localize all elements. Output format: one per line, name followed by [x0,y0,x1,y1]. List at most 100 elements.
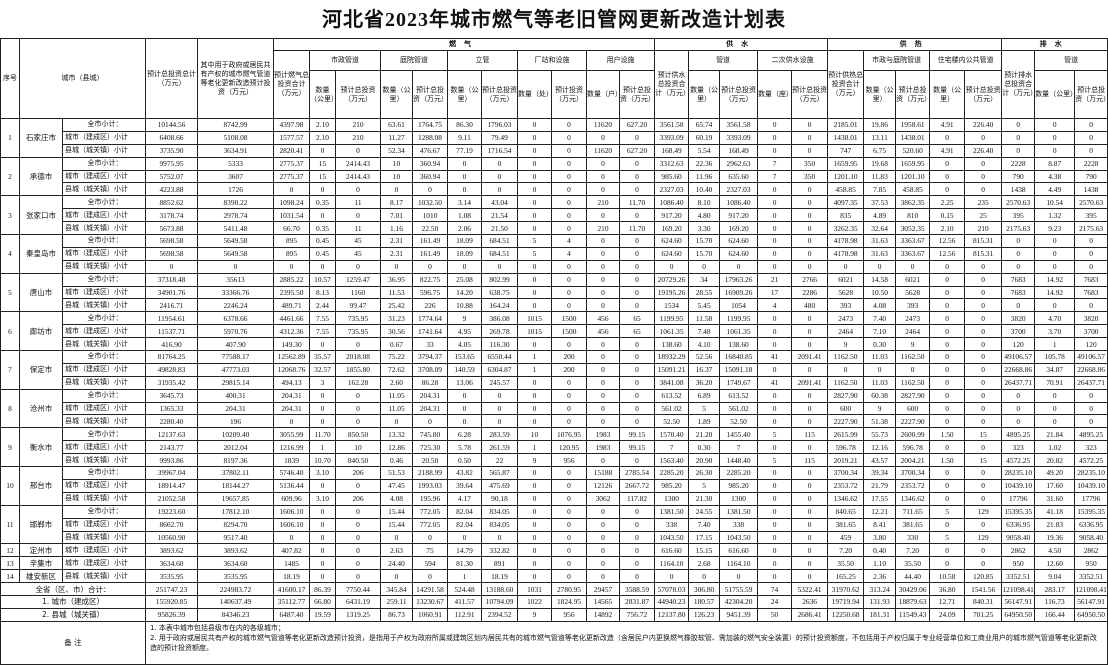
row-label: 城市（建成区）小计 [62,517,146,532]
value-cell: 30.56 [380,324,413,339]
value-cell: 2185.01 [827,118,865,132]
value-cell: 0 [929,337,966,352]
value-cell: 684.51 [481,234,518,248]
value-cell: 1160 [335,285,381,300]
value-cell: 3700 [1074,324,1108,339]
value-cell: 0 [1074,246,1108,261]
value-cell: 6021 [827,272,865,287]
value-cell: 34 [688,272,721,287]
value-cell: 0 [618,530,656,545]
value-cell: 0 [757,556,793,571]
value-cell: 0 [517,388,552,403]
row-number: 3 [0,195,20,236]
header-leaf: 预计总投资（万元） [618,70,656,119]
value-cell: 15395.35 [1074,504,1108,519]
value-cell: 9 [895,337,931,352]
value-cell: 2286 [791,285,829,300]
value-cell: 0 [481,169,518,184]
value-cell: 635.60 [719,169,759,184]
value-cell: 1043.50 [719,530,759,545]
value-cell: 1054 [719,298,759,313]
value-cell: 90.18 [481,491,518,506]
value-cell: 1346.62 [827,491,865,506]
value-cell: 22 [481,453,518,468]
value-cell: 1216.99 [273,440,310,455]
value-cell: 15 [964,427,1003,442]
value-cell: 1010 [412,208,448,223]
value-cell: 3735.90 [145,143,198,158]
value-cell: 0 [335,517,381,532]
value-cell: 0 [791,337,829,352]
table-row: 城市（建成区）小计 5752.07 3607 2775.37 15 2414.43 10 36… [1,169,1108,184]
value-cell: 0 [586,169,620,184]
value-cell: 0 [964,350,1003,364]
value-cell: 0 [586,517,620,532]
value-cell: 9.11 [447,130,482,145]
value-cell: 0 [1074,259,1108,274]
value-cell: 0 [380,259,413,274]
value-cell: 2414.43 [335,156,381,171]
total-row: 1. 城市（建成区） 155920.85 140637.49 35112.77 66.8… [0,594,1108,609]
header-leaf: 数量（座） [757,70,793,119]
value-cell: 0 [551,478,587,493]
value-cell: 25 [964,208,1003,223]
value-cell: 1958.61 [895,118,931,132]
value-cell: 0 [551,337,587,352]
value-cell: 3588.59 [618,582,656,596]
value-cell: 0 [757,337,793,352]
value-cell: 735.95 [335,311,381,326]
value-cell: 204.31 [273,388,310,403]
value-cell: 1162.50 [827,375,865,390]
total-row: 全省（区、市）合计： 251747.23 224983.72 41600.17 86.3… [0,582,1108,596]
value-cell: 11.70 [618,221,656,236]
value-cell: 0 [481,156,518,171]
value-cell: 45 [335,246,381,261]
value-cell: 1485 [273,556,310,571]
value-cell: 7.20 [827,543,865,558]
row-number: 7 [0,350,20,390]
value-cell: 3.80 [863,530,897,545]
value-cell: 0 [1001,246,1036,261]
value-cell: 6021 [895,272,931,287]
value-cell: 350 [791,169,829,184]
value-cell: 0 [517,195,552,210]
value-cell: 8852.62 [145,195,198,210]
value-cell: 4.91 [929,118,966,132]
value-cell: 17796 [1074,491,1108,506]
value-cell: 1022 [517,594,552,609]
value-cell: 5.54 [688,143,721,158]
value-cell: 0 [1074,143,1108,158]
value-cell: 0 [517,285,552,300]
value-cell: 75 [412,543,448,558]
value-cell: 616.60 [719,543,759,558]
value-cell: 204.31 [412,388,448,403]
header-heat-sub: 市政与庭院管道 [863,50,931,71]
value-cell: 121098.41 [1001,582,1036,596]
value-cell: 0 [719,569,759,584]
value-cell: 4.80 [688,208,721,223]
value-cell: 79.49 [481,130,518,145]
value-cell: 1015 [517,324,552,339]
value-cell: 149.30 [273,337,310,352]
header-leaf: 预计总投资（万元） [964,70,1003,119]
table-row: 县城（城关镇）小计 21052.58 19657.85 609.96 3.10 206 4.… [1,491,1108,506]
value-cell: 2.10 [309,130,336,145]
value-cell: 0 [929,375,966,390]
value-cell: 3561.58 [654,118,690,132]
value-cell: 4.38 [1034,169,1076,184]
value-cell: 21.20 [688,427,721,442]
value-cell: 99.47 [335,298,381,313]
value-cell: 0 [1034,143,1076,158]
value-cell: 0 [1034,388,1076,403]
value-cell: 0 [586,246,620,261]
header-gas-total: 预计燃气总投资合计（万元） [273,50,310,119]
value-cell: 0 [964,401,1003,416]
row-label: 城市（建成区）小计 [62,208,146,223]
table-row: 城市（建成区）小计 11537.71 5970.76 4312.36 7.55 735.9… [1,324,1108,339]
value-cell: 0 [586,350,620,364]
value-cell: 0 [618,517,656,532]
table-row: 3 张家口市 全市小计： 8852.62 8390.22 1098.24 0.35 11 8.1… [0,195,1108,236]
value-cell: 0 [586,272,620,287]
value-cell: 2280.40 [145,414,198,429]
value-cell: 5746.40 [273,466,310,480]
